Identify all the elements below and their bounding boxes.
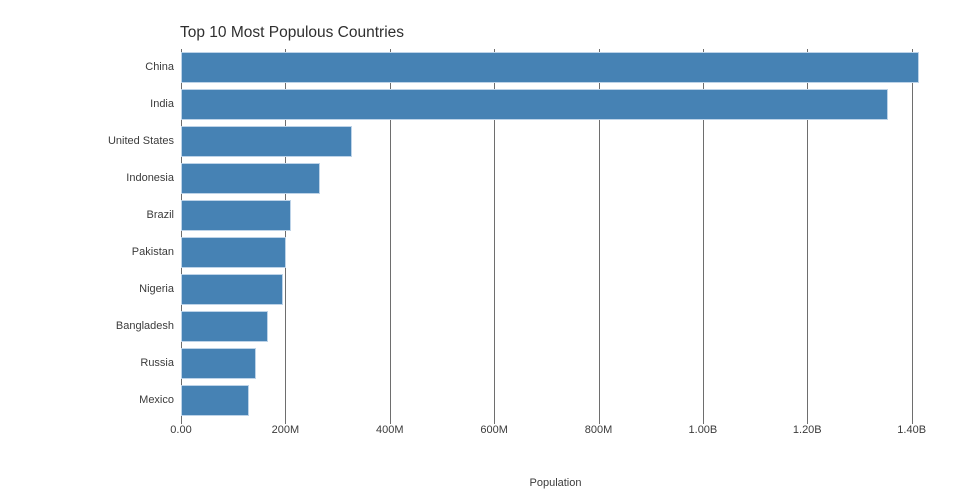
- y-tick-label: United States: [107, 135, 174, 147]
- bar-russia: [181, 348, 257, 379]
- bar-pakistan: [181, 237, 286, 268]
- gridline: [389, 49, 391, 424]
- y-tick-label: Nigeria: [139, 283, 174, 295]
- y-tick-label: Bangladesh: [115, 320, 174, 332]
- x-tick-label: 200M: [271, 424, 300, 436]
- x-tick-label: 1.20B: [792, 424, 822, 436]
- x-axis-title: Population: [529, 477, 582, 489]
- y-tick-label: Pakistan: [131, 246, 174, 258]
- y-tick-label: Brazil: [146, 209, 174, 221]
- gridline: [807, 49, 809, 424]
- y-tick-label: Mexico: [139, 394, 174, 406]
- x-tick-label: 0.00: [170, 424, 192, 436]
- x-tick-label: 1.00B: [688, 424, 718, 436]
- gridline: [702, 49, 704, 424]
- x-tick-label: 400M: [375, 424, 404, 436]
- chart-title: Top 10 Most Populous Countries: [180, 24, 405, 41]
- x-tick-label: 800M: [584, 424, 613, 436]
- y-tick-label: Russia: [140, 357, 174, 369]
- bar-mexico: [181, 385, 250, 416]
- gridline: [181, 49, 182, 424]
- y-tick-label: India: [150, 98, 174, 110]
- x-tick-label: 1.40B: [897, 424, 927, 436]
- y-tick-label: Indonesia: [126, 172, 174, 184]
- gridline: [911, 49, 913, 424]
- bar-china: [181, 52, 920, 83]
- bar-nigeria: [181, 274, 284, 305]
- bar-brazil: [181, 200, 292, 231]
- gridline: [494, 49, 496, 424]
- bar-indonesia: [181, 163, 321, 194]
- plot-area: [181, 49, 930, 424]
- bar-united-states: [181, 126, 352, 157]
- y-tick-label: China: [145, 61, 174, 73]
- x-tick-label: 600M: [480, 424, 508, 436]
- bar-bangladesh: [181, 311, 268, 342]
- gridline: [285, 49, 287, 424]
- gridline: [598, 49, 600, 424]
- bar-india: [181, 89, 888, 120]
